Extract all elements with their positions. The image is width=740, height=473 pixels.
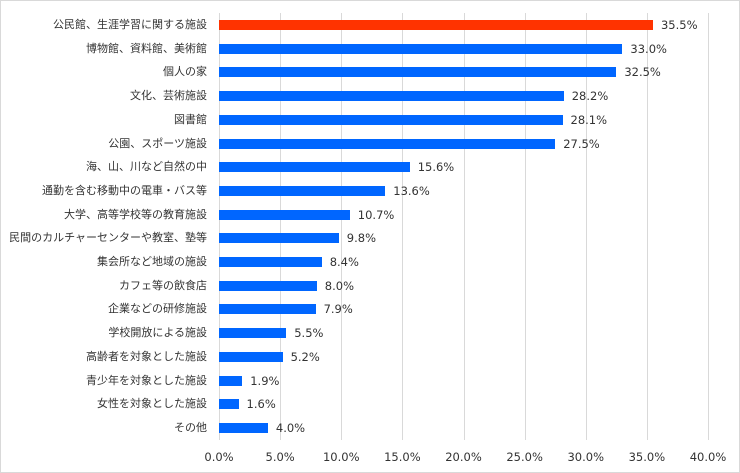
gridline — [219, 13, 220, 440]
x-tick-label: 30.0% — [567, 450, 605, 464]
category-label: 民間のカルチャーセンターや教室、塾等 — [9, 231, 207, 245]
gridline — [525, 13, 526, 440]
category-label: 博物館、資料館、美術館 — [86, 41, 207, 55]
value-label: 15.6% — [417, 160, 455, 175]
category-label: 女性を対象とした施設 — [97, 397, 207, 411]
bar — [219, 304, 316, 315]
gridline — [647, 13, 648, 440]
bar — [219, 328, 287, 339]
category-label: 文化、芸術施設 — [130, 89, 207, 103]
category-label: 学校開放による施設 — [108, 326, 207, 340]
gridline — [280, 13, 281, 440]
value-label: 8.0% — [324, 278, 355, 293]
value-label: 33.0% — [630, 41, 667, 56]
category-label: 個人の家 — [163, 65, 207, 79]
bar — [219, 422, 268, 433]
category-label: 高齢者を対象とした施設 — [86, 349, 207, 363]
x-tick-label: 35.0% — [628, 450, 666, 464]
bar — [219, 257, 322, 267]
value-label: 9.8% — [346, 231, 377, 246]
gridline — [708, 13, 709, 440]
category-label: その他 — [174, 420, 207, 434]
value-label: 10.7% — [357, 207, 395, 222]
bar — [219, 351, 283, 362]
bar — [219, 375, 243, 386]
category-label: 図書館 — [174, 112, 207, 126]
gridline — [402, 13, 403, 440]
bar — [219, 399, 239, 410]
value-label: 1.9% — [250, 373, 280, 388]
x-tick-label: 20.0% — [445, 450, 482, 464]
category-label: 公園、スポーツ施設 — [108, 136, 207, 150]
category-label: 集会所など地域の施設 — [97, 255, 207, 268]
category-label: 大学、高等学校等の教育施設 — [64, 207, 207, 221]
bar — [219, 162, 410, 173]
value-label: 5.2% — [290, 349, 320, 364]
x-tick-label: 5.0% — [265, 450, 295, 464]
gridline — [586, 13, 587, 440]
value-label: 35.5% — [660, 18, 698, 32]
highlighted-bar — [219, 20, 653, 30]
bar — [219, 185, 386, 196]
gridline — [464, 13, 465, 440]
x-tick-label: 0.0% — [204, 450, 234, 464]
category-label: 青少年を対象とした施設 — [86, 373, 207, 387]
category-label: 公民館、生涯学習に関する施設 — [53, 18, 207, 31]
value-label: 8.4% — [329, 255, 359, 269]
x-tick-label: 40.0% — [689, 450, 727, 464]
category-label: 企業などの研修施設 — [108, 302, 207, 316]
value-label: 28.1% — [570, 112, 608, 127]
bar — [219, 67, 617, 78]
value-label: 5.5% — [294, 326, 324, 341]
x-tick-label: 10.0% — [322, 450, 360, 464]
bar — [219, 280, 317, 291]
category-label: 通勤を含む移動中の電車・バス等 — [42, 183, 207, 197]
value-label: 4.0% — [275, 420, 306, 435]
value-label: 13.6% — [393, 183, 430, 198]
bar — [219, 91, 564, 102]
bar — [219, 209, 350, 220]
value-label: 1.6% — [246, 397, 276, 412]
bar — [219, 233, 339, 244]
bar — [219, 114, 563, 125]
bar — [219, 43, 623, 54]
x-tick-label: 15.0% — [384, 450, 421, 464]
x-tick-label: 25.0% — [506, 450, 543, 464]
bar — [219, 138, 556, 149]
category-label: カフェ等の飲食店 — [119, 278, 207, 292]
value-label: 27.5% — [563, 136, 600, 151]
value-label: 7.9% — [323, 302, 353, 317]
value-label: 28.2% — [571, 89, 609, 104]
value-label: 32.5% — [624, 65, 661, 80]
gridline — [341, 13, 342, 440]
category-label: 海、山、川など自然の中 — [86, 160, 207, 174]
